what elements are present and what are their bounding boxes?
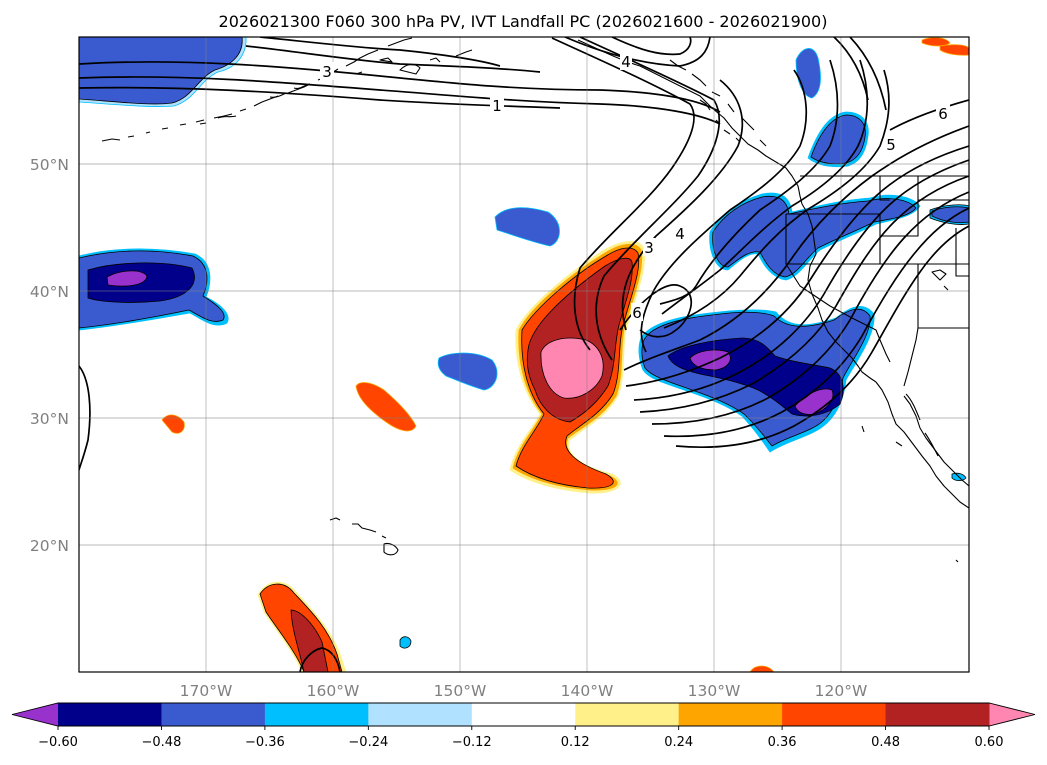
contour-label: 3 <box>322 63 332 81</box>
x-tick-label: 150°W <box>434 682 487 700</box>
neg-region-small-b <box>437 352 498 391</box>
pos-region-small-a <box>161 414 185 434</box>
colorbar-swatch <box>575 703 680 726</box>
y-tick-label: 30°N <box>30 410 69 428</box>
colorbar: −0.60 −0.48 −0.36 −0.24 −0.12 0.12 0.24 0.36 0.4… <box>11 702 1036 750</box>
pv-contours <box>79 37 969 672</box>
neg-region-tiny <box>399 636 412 649</box>
pos-region-ne-corner <box>921 37 951 47</box>
colorbar-tick-label: 0.48 <box>871 735 900 750</box>
colorbar-swatch <box>264 703 369 726</box>
x-tick-label: 130°W <box>688 682 741 700</box>
colorbar-tick-label: −0.12 <box>452 735 492 750</box>
pc-shading <box>79 37 969 672</box>
neg-region-california <box>638 306 875 453</box>
neg-region-small-a <box>494 207 560 247</box>
neg-region-left <box>79 248 229 331</box>
colorbar-swatch <box>885 703 990 726</box>
graticule <box>79 37 969 672</box>
pos-region-central <box>509 241 646 494</box>
x-tick-label: 170°W <box>180 682 233 700</box>
y-tick-label: 20°N <box>30 537 69 555</box>
y-tick-label: 50°N <box>30 156 69 174</box>
contour-label: 6 <box>632 304 642 322</box>
colorbar-tick-label: 0.60 <box>975 735 1004 750</box>
colorbar-swatch <box>58 703 162 726</box>
x-tick-label: 120°W <box>815 682 868 700</box>
contour-label: 4 <box>675 225 685 243</box>
colorbar-extend-low <box>12 703 58 726</box>
colorbar-tick-label: −0.48 <box>142 735 182 750</box>
contour-label: 6 <box>938 105 948 123</box>
x-tick-label: 140°W <box>561 682 614 700</box>
contour-labels: 3 1 6 5 3 4 4 6 <box>320 52 950 322</box>
colorbar-tick-label: −0.60 <box>38 735 78 750</box>
x-axis-labels: 170°W 160°W 150°W 140°W 130°W 120°W <box>180 682 868 700</box>
colorbar-extend-high <box>989 703 1035 726</box>
colorbar-tick-label: 0.24 <box>664 735 693 750</box>
y-axis-labels: 20°N 30°N 40°N 50°N <box>30 156 69 555</box>
y-tick-label: 40°N <box>30 283 69 301</box>
pos-region-ne-corner-b <box>939 44 969 56</box>
colorbar-tick-label: 0.36 <box>768 735 797 750</box>
colorbar-tick-label: −0.24 <box>348 735 388 750</box>
contour-label: 5 <box>886 136 896 154</box>
colorbar-swatch <box>471 703 576 726</box>
map-frame <box>78 36 970 673</box>
x-tick-label: 160°W <box>307 682 360 700</box>
contour-label: 1 <box>492 97 502 115</box>
neg-region-northwest <box>709 192 969 281</box>
map-panel <box>79 37 969 672</box>
colorbar-swatch <box>678 703 783 726</box>
contour-label: 3 <box>644 239 654 257</box>
coastlines <box>101 37 969 563</box>
pos-region-south <box>257 581 347 672</box>
colorbar-tick-label: −0.36 <box>245 735 285 750</box>
contour-label: 4 <box>621 53 631 71</box>
colorbar-swatch <box>368 703 473 726</box>
chart-title: 2026021300 F060 300 hPa PV, IVT Landfall… <box>219 12 828 31</box>
colorbar-tick-label: 0.12 <box>561 735 590 750</box>
colorbar-swatch <box>161 703 266 726</box>
pos-region-small-b <box>355 382 417 432</box>
colorbar-swatch <box>782 703 887 726</box>
